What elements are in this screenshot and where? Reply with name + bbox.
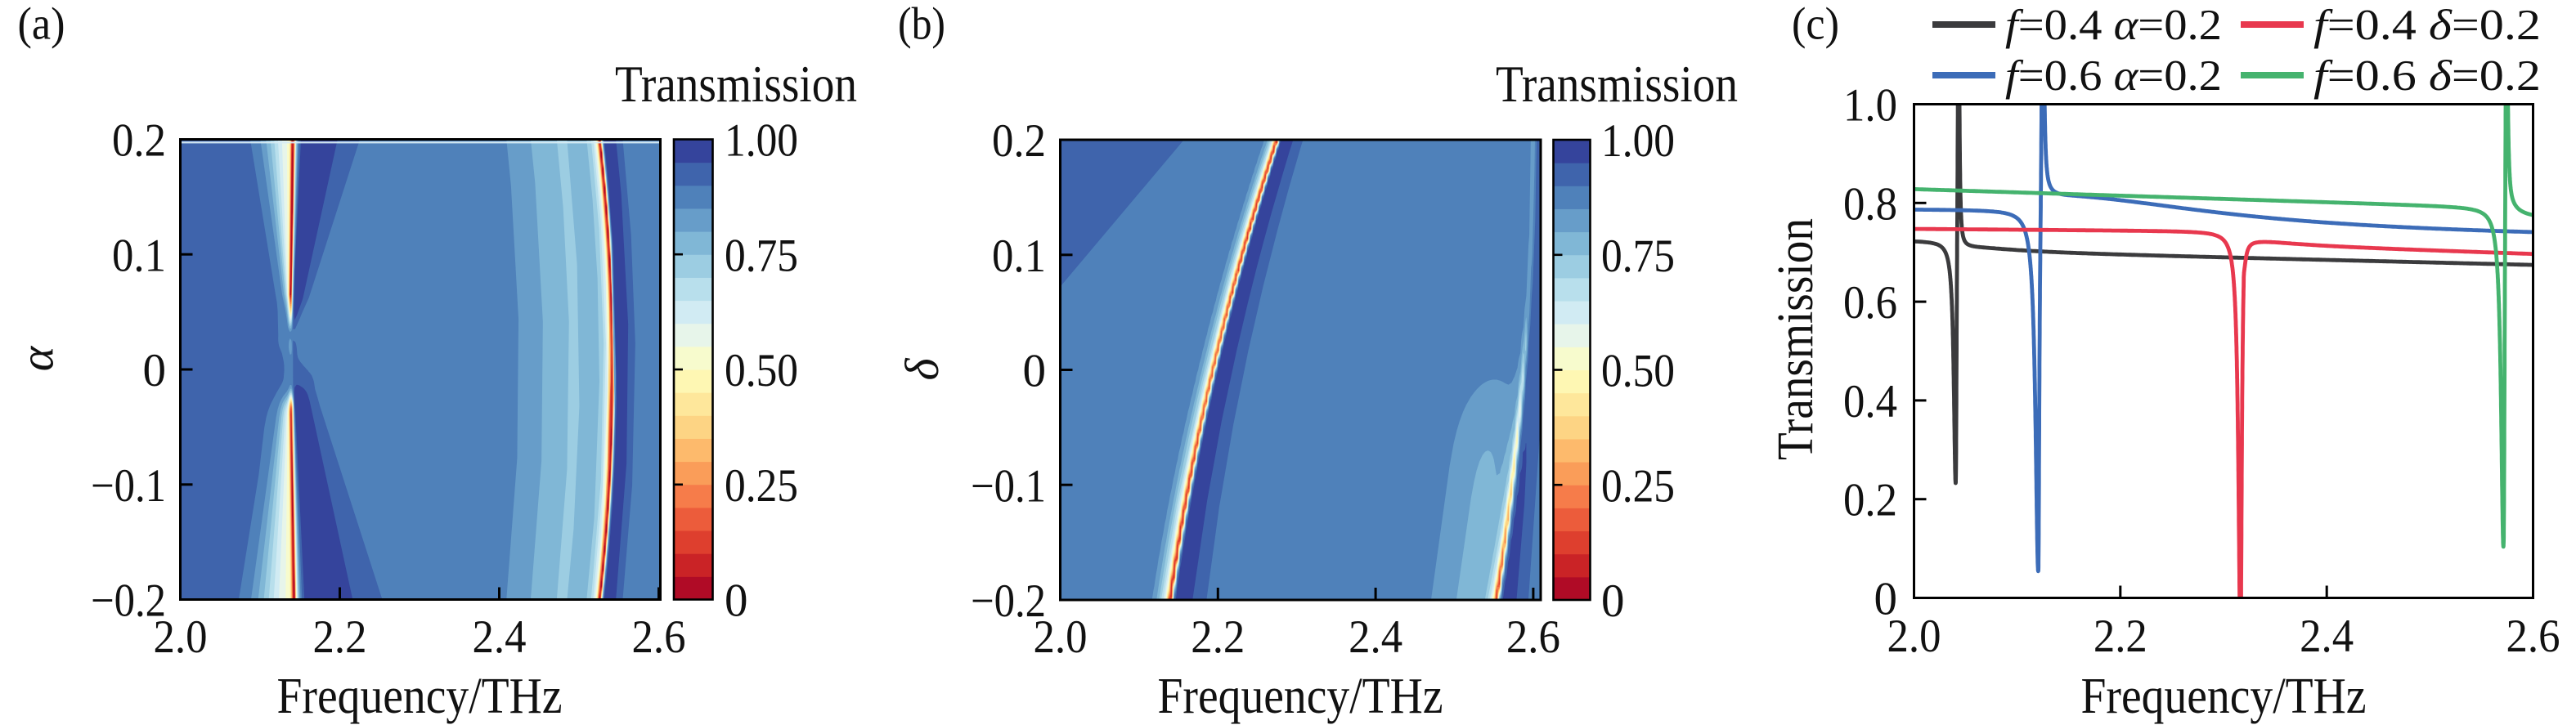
svg-text:2.6: 2.6 <box>1506 611 1560 663</box>
svg-text:0.1: 0.1 <box>992 230 1046 282</box>
svg-text:0: 0 <box>1874 574 1898 625</box>
svg-text:0: 0 <box>1023 346 1047 397</box>
svg-text:Transmission: Transmission <box>615 55 857 113</box>
svg-text:2.6: 2.6 <box>2506 611 2560 662</box>
svg-text:2.0: 2.0 <box>1034 611 1088 663</box>
svg-text:0: 0 <box>725 575 748 627</box>
svg-text:Frequency/THz: Frequency/THz <box>2081 669 2367 724</box>
svg-text:2.6: 2.6 <box>632 611 686 663</box>
svg-text:0: 0 <box>143 345 167 396</box>
svg-text:2.2: 2.2 <box>1191 611 1245 663</box>
svg-text:−0.2: −0.2 <box>91 575 166 627</box>
svg-text:0.25: 0.25 <box>725 460 798 512</box>
svg-text:(a): (a) <box>18 0 65 50</box>
svg-text:Frequency/THz: Frequency/THz <box>277 669 563 724</box>
svg-text:−0.1: −0.1 <box>91 460 166 512</box>
svg-text:1.00: 1.00 <box>1601 115 1675 167</box>
svg-text:1.0: 1.0 <box>1843 80 1897 132</box>
svg-text:2.4: 2.4 <box>1349 611 1402 663</box>
svg-text:Transmission: Transmission <box>1496 55 1738 113</box>
svg-text:δ: δ <box>895 357 949 380</box>
svg-text:f=0.4 δ=0.2: f=0.4 δ=0.2 <box>2313 2 2541 49</box>
svg-text:f=0.6 δ=0.2: f=0.6 δ=0.2 <box>2313 52 2541 100</box>
svg-text:2.4: 2.4 <box>2300 611 2354 662</box>
svg-text:−0.1: −0.1 <box>971 460 1046 512</box>
svg-text:0: 0 <box>1601 575 1625 627</box>
svg-text:α: α <box>11 345 64 371</box>
svg-text:0.75: 0.75 <box>1601 230 1675 282</box>
svg-text:Transmission: Transmission <box>1768 218 1824 460</box>
svg-text:0.1: 0.1 <box>112 230 166 281</box>
svg-text:0.2: 0.2 <box>112 115 166 167</box>
svg-text:0.2: 0.2 <box>992 115 1046 167</box>
svg-text:2.2: 2.2 <box>2094 611 2147 662</box>
svg-text:0.8: 0.8 <box>1843 178 1897 230</box>
svg-text:2.2: 2.2 <box>313 611 367 663</box>
svg-text:f=0.6 α=0.2: f=0.6 α=0.2 <box>2005 52 2222 100</box>
svg-text:2.0: 2.0 <box>1887 611 1941 662</box>
svg-text:1.00: 1.00 <box>725 115 798 167</box>
svg-text:0.2: 0.2 <box>1843 475 1897 526</box>
svg-text:2.0: 2.0 <box>154 611 208 663</box>
svg-text:0.6: 0.6 <box>1843 277 1897 329</box>
svg-text:0.4: 0.4 <box>1843 376 1897 427</box>
svg-text:(b): (b) <box>898 0 945 50</box>
svg-text:(c): (c) <box>1792 0 1839 50</box>
svg-text:0.25: 0.25 <box>1601 460 1675 512</box>
svg-text:Frequency/THz: Frequency/THz <box>1158 669 1443 724</box>
svg-text:−0.2: −0.2 <box>971 575 1046 627</box>
svg-text:0.50: 0.50 <box>725 345 798 396</box>
svg-text:0.50: 0.50 <box>1601 346 1675 397</box>
svg-text:f=0.4 α=0.2: f=0.4 α=0.2 <box>2005 2 2222 49</box>
svg-text:0.75: 0.75 <box>725 230 798 281</box>
svg-text:2.4: 2.4 <box>473 611 527 663</box>
